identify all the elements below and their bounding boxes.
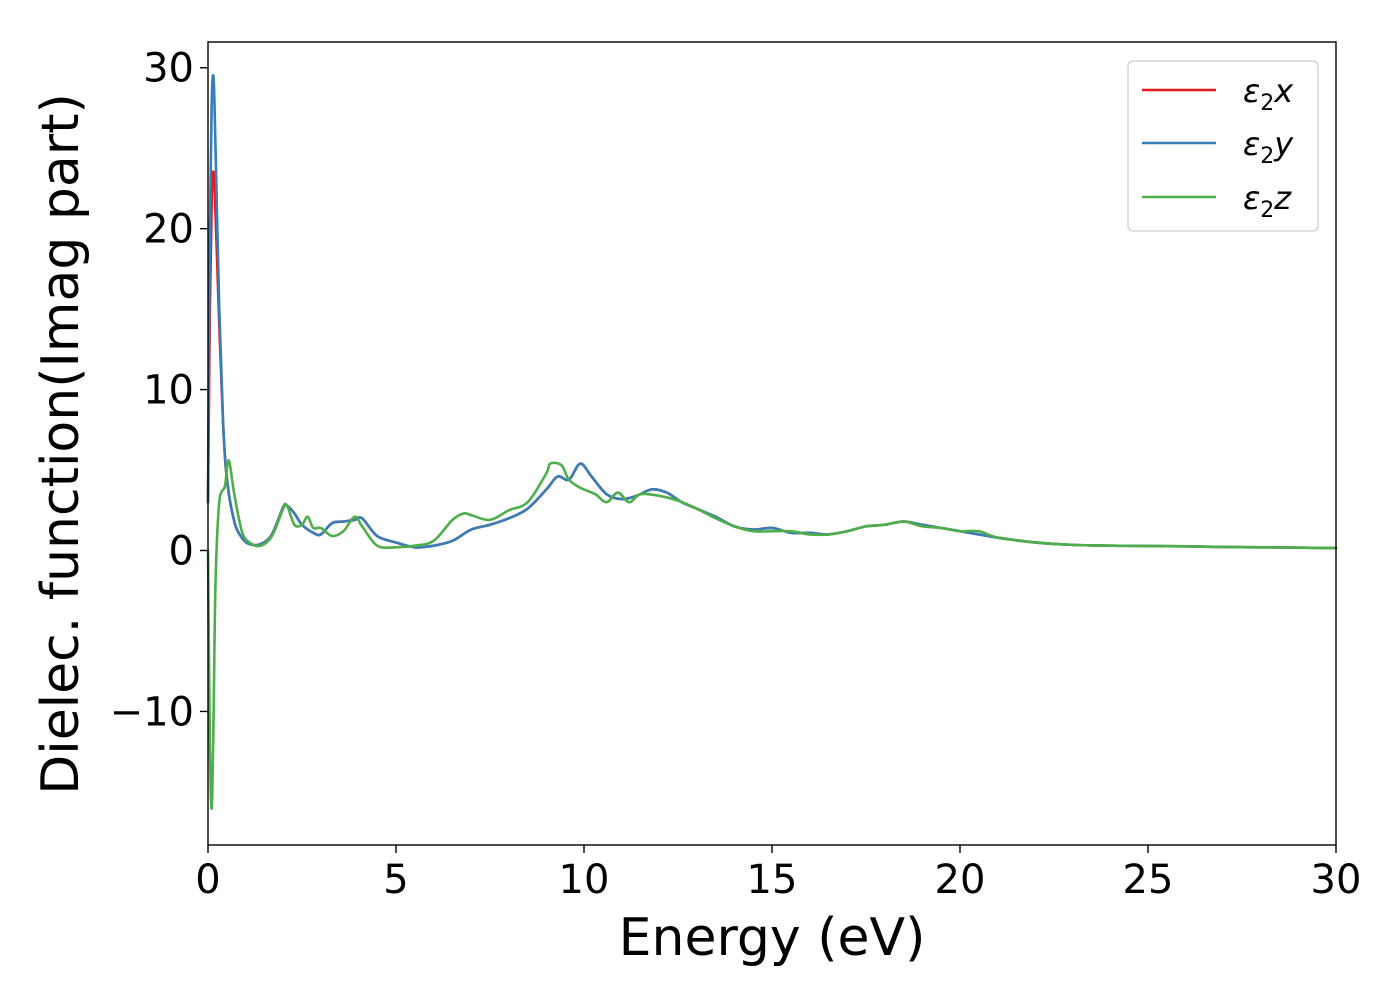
x-tick-label: 15 [747,857,798,903]
x-axis-ticks: 0 5 10 15 20 25 30 [195,845,1361,903]
y-tick-label: 20 [143,207,194,253]
y-tick-label: 10 [143,368,194,414]
y-axis-label: Dielec. function(Imag part) [31,93,91,795]
legend: ε2x ε2y ε2z [1127,60,1319,232]
plot-frame [207,41,1337,846]
legend-box [1127,60,1319,232]
x-tick-label: 25 [1123,857,1174,903]
x-axis-label: Energy (eV) [619,908,926,968]
legend-label-y: ε2y [1243,125,1294,169]
x-tick-label: 10 [559,857,610,903]
legend-label-z: ε2z [1243,179,1292,223]
series-layer [206,74,1338,810]
x-tick-label: 0 [195,857,220,903]
y-tick-label: 0 [169,529,194,575]
y-tick-label: 30 [143,46,194,92]
x-tick-label: 5 [383,857,408,903]
x-tick-label: 20 [935,857,986,903]
x-tick-label: 30 [1311,857,1362,903]
y-tick-label: −10 [110,689,194,735]
series-line-z [206,459,1338,810]
legend-label-x: ε2x [1243,72,1294,116]
y-axis-ticks: −10 0 10 20 30 [110,46,208,735]
